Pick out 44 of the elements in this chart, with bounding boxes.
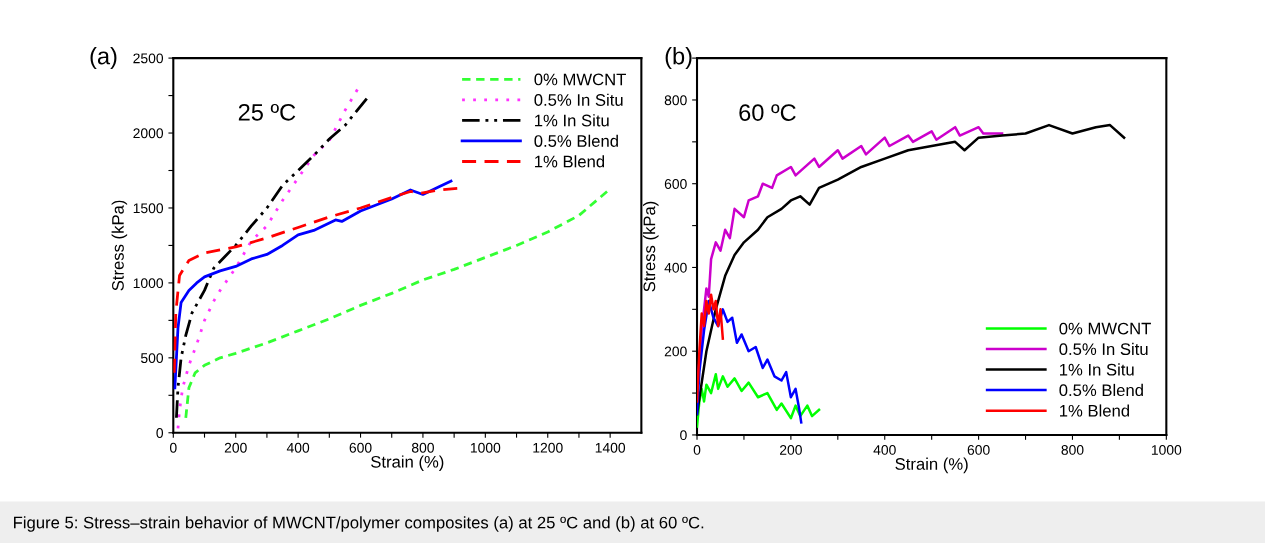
caption: Figure 5: Stress–strain behavior of MWCNT/polymer composites (a) at 25 ºC and (b) at 60 ºC. <box>14 516 704 532</box>
y-tick-label: 800 <box>664 95 687 106</box>
legend-label: 1% Blend <box>1060 404 1130 417</box>
x-tick-label: 0 <box>169 442 177 453</box>
y-tick-label: 2000 <box>133 128 164 139</box>
legend-label: 1% In Situ <box>535 114 609 127</box>
legend-label: 0.5% In Situ <box>1059 342 1148 356</box>
x-tick-label: 1400 <box>595 442 626 453</box>
x-tick-label: 0 <box>693 445 701 455</box>
legend-label: 1% In Situ <box>1060 363 1134 376</box>
text: (a) <box>90 47 117 70</box>
x-axis-title: Strain (%) <box>371 455 444 471</box>
legend-label: 0% MWCNT <box>534 73 626 86</box>
annotation: 60 ºC <box>739 104 796 121</box>
x-tick-label: 400 <box>873 445 896 455</box>
x-tick-label: 800 <box>411 442 434 453</box>
y-tick-label: 2500 <box>133 53 164 64</box>
x-tick-label: 1000 <box>1151 445 1182 455</box>
x-tick-label: 600 <box>967 445 990 455</box>
y-tick-label: 1500 <box>133 203 164 214</box>
legend-label: 0.5% In Situ <box>534 93 623 106</box>
legend-label: 0% MWCNT <box>1059 322 1151 335</box>
legend-label: 1% Blend <box>535 155 605 168</box>
x-tick-label: 800 <box>1061 445 1084 455</box>
y-tick-label: 400 <box>664 262 687 273</box>
annotation: 25 ºC <box>238 103 296 121</box>
x-axis-title: Strain (%) <box>895 457 968 474</box>
y-tick-label: 600 <box>664 179 687 189</box>
x-tick-label: 600 <box>349 442 372 453</box>
x-tick-label: 1000 <box>470 442 501 453</box>
y-tick-label: 200 <box>664 346 687 357</box>
y-tick-label: 0 <box>680 430 687 441</box>
y-tick-label: 1000 <box>133 278 164 289</box>
x-tick-label: 400 <box>286 442 310 453</box>
x-tick-label: 1200 <box>533 442 563 453</box>
legend-label: 0.5% Blend <box>1059 383 1143 397</box>
x-tick-label: 200 <box>779 445 802 455</box>
y-tick-label: 0 <box>156 428 164 438</box>
y-tick-label: 500 <box>140 353 164 364</box>
y-axis-title: Stress (kPa) <box>111 200 128 291</box>
text: (b) <box>665 47 692 70</box>
legend-label: 0.5% Blend <box>534 134 618 147</box>
x-tick-label: 200 <box>224 442 247 453</box>
y-axis-title: Stress (kPa) <box>643 201 659 292</box>
